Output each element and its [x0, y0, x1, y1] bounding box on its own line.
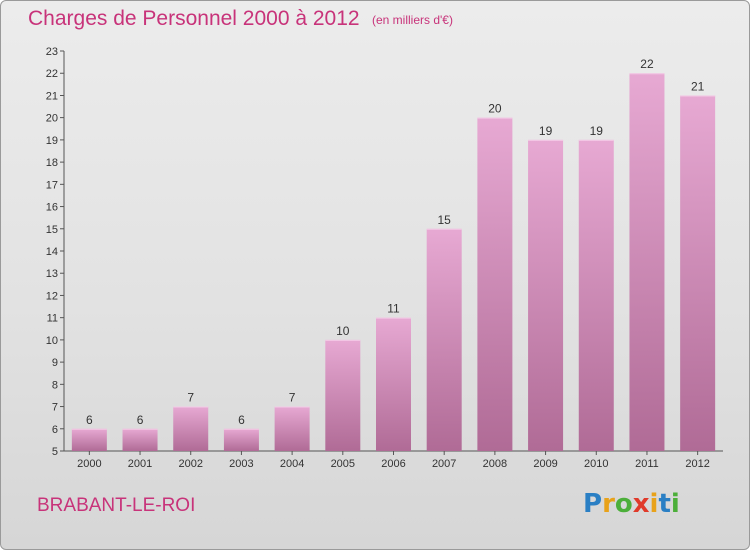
- y-tick-label: 18: [46, 157, 58, 169]
- logo-letter: i: [670, 489, 680, 519]
- x-tick-label: 2001: [128, 458, 152, 470]
- y-tick-label: 8: [52, 379, 58, 391]
- logo-letter: r: [602, 489, 615, 519]
- x-tick-label: 2009: [533, 458, 557, 470]
- x-tick-label: 2003: [229, 458, 253, 470]
- logo-letter: x: [632, 489, 650, 519]
- bar-2002: [173, 406, 209, 451]
- bar-value-label: 21: [691, 79, 705, 93]
- logo-letter: P: [583, 489, 603, 519]
- x-tick-label: 2002: [178, 458, 202, 470]
- bar-value-label: 6: [238, 413, 245, 427]
- logo-letter: o: [614, 489, 633, 519]
- bar-value-label: 7: [187, 391, 194, 405]
- x-tick-label: 2010: [584, 458, 608, 470]
- bar-2010: [578, 139, 614, 451]
- bar-2001: [122, 428, 158, 451]
- bar-value-label: 10: [336, 324, 350, 338]
- bar-2011: [629, 73, 665, 451]
- bar-value-label: 22: [640, 57, 654, 71]
- y-tick-label: 11: [47, 313, 58, 325]
- x-tick-label: 2006: [381, 458, 405, 470]
- y-tick-label: 23: [46, 46, 58, 58]
- bar-2006: [376, 317, 411, 451]
- bar-value-label: 6: [137, 413, 144, 427]
- y-tick-label: 17: [46, 179, 58, 191]
- x-tick-label: 2000: [77, 458, 101, 470]
- y-tick-label: 15: [46, 224, 58, 236]
- y-tick-label: 13: [46, 268, 58, 280]
- x-tick-label: 2011: [635, 458, 659, 470]
- bar-value-label: 11: [387, 302, 400, 316]
- bar-2007: [426, 228, 462, 451]
- y-tick-label: 7: [52, 402, 58, 414]
- y-tick-label: 22: [46, 68, 58, 80]
- y-tick-label: 9: [52, 357, 58, 369]
- logo-letter: t: [658, 489, 671, 519]
- bar-2012: [680, 95, 716, 451]
- bar-2009: [528, 139, 564, 451]
- bars: 6 6 7 6 7 10 11 15 20 19 19 22 21: [71, 57, 716, 452]
- bar-2008: [477, 117, 513, 452]
- commune-name: BRABANT-LE-ROI: [37, 495, 196, 516]
- y-tick-label: 16: [46, 202, 58, 214]
- bar-2000: [71, 428, 107, 451]
- bar-value-label: 19: [539, 124, 553, 138]
- x-tick-label: 2005: [331, 458, 355, 470]
- bar-2005: [325, 339, 361, 451]
- bar-value-label: 15: [438, 213, 452, 227]
- bar-value-label: 6: [86, 413, 93, 427]
- bar-value-label: 19: [590, 124, 604, 138]
- y-tick-label: 6: [52, 424, 58, 436]
- bar-2004: [274, 406, 310, 451]
- bar-value-label: 7: [289, 391, 296, 405]
- y-tick-label: 20: [46, 113, 58, 125]
- x-tick-label: 2008: [483, 458, 507, 470]
- chart-subtitle: (en milliers d'€): [372, 13, 453, 27]
- y-tick-label: 5: [52, 446, 58, 458]
- proxiti-logo: Proxiti: [583, 489, 680, 519]
- x-axis-labels: 2000 2001 2002 2003 2004 2005 2006 2007 2008 2009…: [77, 451, 710, 470]
- y-tick-label: 21: [46, 90, 58, 102]
- x-tick-label: 2007: [432, 458, 456, 470]
- logo-letter: i: [649, 489, 659, 519]
- y-tick-label: 14: [46, 246, 58, 258]
- x-tick-label: 2004: [280, 458, 304, 470]
- chart-title: Charges de Personnel 2000 à 2012: [28, 7, 360, 30]
- y-tick-label: 19: [46, 135, 58, 147]
- y-tick-label: 12: [46, 290, 58, 302]
- bar-value-label: 20: [488, 102, 502, 116]
- y-tick-label: 10: [46, 335, 58, 347]
- bar-2003: [223, 428, 259, 451]
- x-tick-label: 2012: [685, 458, 709, 470]
